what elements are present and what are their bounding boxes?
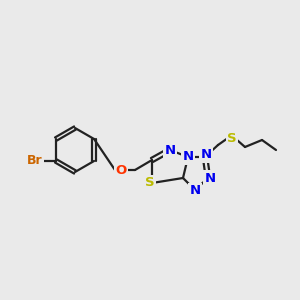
Text: Br: Br — [27, 154, 43, 167]
Text: N: N — [200, 148, 211, 161]
Text: S: S — [145, 176, 155, 190]
Text: O: O — [116, 164, 127, 176]
Text: N: N — [204, 172, 216, 184]
Text: N: N — [182, 151, 194, 164]
Text: N: N — [164, 143, 175, 157]
Text: N: N — [189, 184, 201, 197]
Text: S: S — [227, 131, 237, 145]
